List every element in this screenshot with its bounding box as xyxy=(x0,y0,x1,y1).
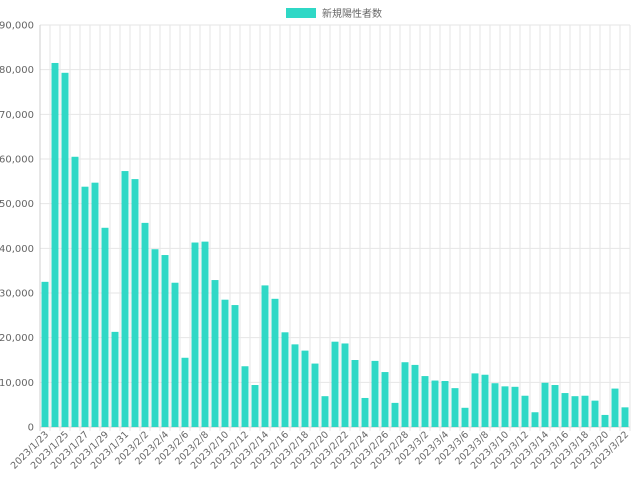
bars xyxy=(41,62,629,427)
y-tick-label: 40,000 xyxy=(0,244,34,255)
bar[interactable] xyxy=(371,360,379,427)
y-tick-label: 20,000 xyxy=(0,333,34,344)
legend-swatch[interactable] xyxy=(286,8,316,18)
bar[interactable] xyxy=(541,382,549,427)
bar[interactable] xyxy=(601,414,609,427)
bar[interactable] xyxy=(621,407,629,427)
bar[interactable] xyxy=(591,400,599,427)
bar[interactable] xyxy=(291,344,299,427)
bar[interactable] xyxy=(101,227,109,427)
y-tick-label: 30,000 xyxy=(0,289,34,300)
bar[interactable] xyxy=(421,376,429,427)
bar[interactable] xyxy=(201,241,209,427)
bar[interactable] xyxy=(561,393,569,427)
bar[interactable] xyxy=(281,332,289,427)
bar[interactable] xyxy=(501,386,509,427)
y-tick-label: 50,000 xyxy=(0,199,34,210)
bar[interactable] xyxy=(251,385,259,427)
y-tick-label: 70,000 xyxy=(0,110,34,121)
bar[interactable] xyxy=(261,285,269,427)
bar[interactable] xyxy=(461,407,469,427)
bar[interactable] xyxy=(121,171,129,427)
bar[interactable] xyxy=(181,357,189,427)
bar[interactable] xyxy=(171,282,179,427)
bar[interactable] xyxy=(431,380,439,427)
bar[interactable] xyxy=(131,179,139,427)
bar[interactable] xyxy=(301,350,309,427)
bar[interactable] xyxy=(321,396,329,427)
bar[interactable] xyxy=(61,72,69,427)
bar[interactable] xyxy=(191,242,199,427)
legend[interactable]: 新規陽性者数 xyxy=(286,7,382,20)
bar[interactable] xyxy=(111,331,119,427)
y-tick-label: 0 xyxy=(28,423,34,434)
bar[interactable] xyxy=(211,280,219,427)
bar[interactable] xyxy=(531,412,539,427)
bar[interactable] xyxy=(521,395,529,427)
bar[interactable] xyxy=(71,156,79,427)
bar[interactable] xyxy=(81,186,89,427)
bar[interactable] xyxy=(41,281,49,427)
bar[interactable] xyxy=(161,255,169,427)
bar[interactable] xyxy=(481,374,489,427)
bar[interactable] xyxy=(491,383,499,427)
bar[interactable] xyxy=(551,385,559,427)
bar[interactable] xyxy=(341,343,349,427)
bar[interactable] xyxy=(391,402,399,427)
bar[interactable] xyxy=(381,372,389,427)
legend-label[interactable]: 新規陽性者数 xyxy=(322,7,382,20)
bar[interactable] xyxy=(311,363,319,427)
bar[interactable] xyxy=(331,341,339,427)
bar[interactable] xyxy=(221,299,229,427)
bar[interactable] xyxy=(231,305,239,427)
bar[interactable] xyxy=(581,395,589,427)
bar[interactable] xyxy=(361,397,369,427)
y-axis: 0 10,000 20,000 30,000 40,000 50,000 60,000 70,… xyxy=(0,21,34,434)
bar[interactable] xyxy=(571,396,579,427)
bar[interactable] xyxy=(441,380,449,427)
bar[interactable] xyxy=(271,298,279,427)
bar[interactable] xyxy=(611,388,619,427)
y-tick-label: 60,000 xyxy=(0,155,34,166)
bar[interactable] xyxy=(471,373,479,427)
bar[interactable] xyxy=(411,364,419,427)
bar[interactable] xyxy=(351,360,359,427)
bar[interactable] xyxy=(451,388,459,427)
y-tick-label: 10,000 xyxy=(0,378,34,389)
bar[interactable] xyxy=(141,222,149,427)
y-tick-label: 80,000 xyxy=(0,65,34,76)
y-tick-label: 90,000 xyxy=(0,21,34,32)
bar[interactable] xyxy=(151,249,159,427)
bar[interactable] xyxy=(511,386,519,427)
x-axis: 2023/1/232023/1/252023/1/272023/1/292023… xyxy=(9,429,631,471)
bar[interactable] xyxy=(91,182,99,427)
bar[interactable] xyxy=(51,62,59,427)
bar[interactable] xyxy=(401,362,409,427)
bar[interactable] xyxy=(241,366,249,427)
